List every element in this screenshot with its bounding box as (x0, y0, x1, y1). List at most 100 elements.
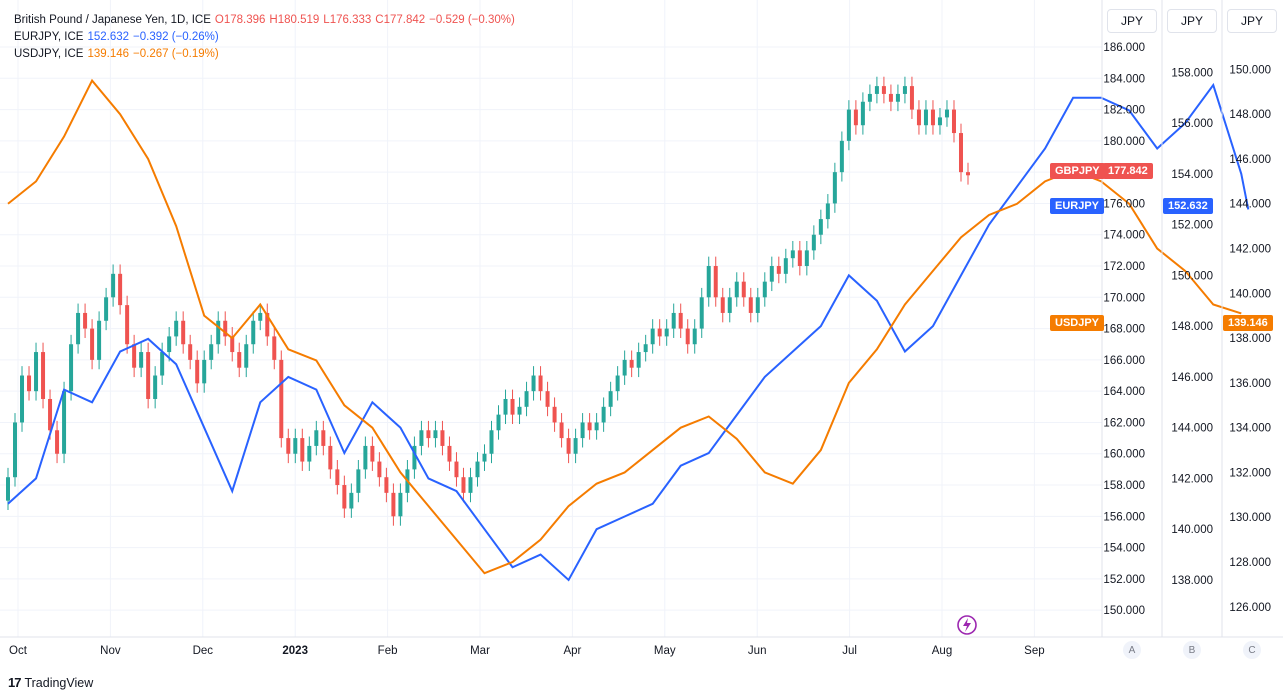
candle-body (104, 297, 109, 321)
candle-body (797, 250, 802, 267)
legend-close: C177.842 (375, 14, 426, 26)
tick-label-a: 174.000 (1103, 230, 1145, 242)
x-tick-label: May (654, 645, 676, 657)
candle-body (307, 445, 312, 462)
candle-body (335, 469, 340, 486)
candle-body (384, 477, 389, 493)
candle-body (41, 352, 46, 399)
candle-body (566, 438, 571, 454)
candle-body (643, 344, 648, 353)
candle-body (314, 430, 319, 446)
legend-low: L176.333 (323, 14, 372, 26)
candle-body (650, 328, 655, 345)
currency-button-b[interactable]: JPY (1167, 9, 1217, 33)
tick-label-c: 128.000 (1229, 557, 1271, 569)
scale-b-button[interactable]: B (1183, 641, 1201, 659)
candle-body (265, 312, 270, 337)
candle-body (545, 391, 550, 407)
x-tick-label: Sep (1024, 645, 1044, 657)
candle-body (132, 344, 137, 368)
candle-body (951, 109, 956, 134)
legend-open: O178.396 (214, 14, 266, 26)
candle-body (832, 172, 837, 204)
candle-body (860, 101, 865, 126)
tick-label-b: 158.000 (1171, 67, 1213, 79)
candle-body (538, 375, 543, 392)
currency-button-c[interactable]: JPY (1227, 9, 1277, 33)
eurjpy-price-tag: 152.632 (1163, 198, 1213, 214)
brand[interactable]: 17 TradingView (8, 675, 93, 690)
tick-label-c: 138.000 (1229, 333, 1271, 345)
legend-main: British Pound / Japanese Yen, 1D, ICE O1… (14, 12, 515, 29)
candle-body (356, 469, 361, 493)
legend-eur-change: −0.392 (−0.26%) (133, 31, 219, 43)
candle-body (76, 312, 81, 345)
tick-label-a: 156.000 (1103, 511, 1145, 523)
candle-body (867, 93, 872, 102)
axis-a-ticks: 150.000 152.000 154.000 156.000 158.000 160.0… (1103, 42, 1145, 617)
legend-usd-change: −0.267 (−0.19%) (133, 48, 219, 60)
tick-label-c: 146.000 (1229, 154, 1271, 166)
candle-body (811, 234, 816, 251)
candle-body (790, 250, 795, 259)
candle-body (83, 312, 88, 329)
candle-body (13, 422, 18, 478)
usdjpy-price-tag: 139.146 (1223, 315, 1273, 331)
scale-a-button[interactable]: A (1123, 641, 1141, 659)
legend-eur: EURJPY, ICE 152.632 −0.392 (−0.26%) (14, 29, 515, 46)
x-tick-label: Jul (842, 645, 857, 657)
tick-label-a: 176.000 (1103, 198, 1145, 210)
candle-body (846, 109, 851, 141)
candle-body (573, 438, 578, 454)
legend-usd-symbol[interactable]: USDJPY, ICE (14, 48, 84, 60)
candle-body (55, 430, 60, 454)
candle-body (629, 359, 634, 368)
x-tick-label: Mar (470, 645, 490, 657)
tick-label-c: 126.000 (1229, 602, 1271, 614)
gbpjpy-candles (6, 76, 970, 526)
candle-body (657, 328, 662, 337)
tick-label-c: 140.000 (1229, 288, 1271, 300)
gbpjpy-name-tag: GBPJPY (1050, 163, 1105, 179)
candle-body (209, 344, 214, 360)
candle-body (489, 430, 494, 454)
tick-label-a: 172.000 (1103, 261, 1145, 273)
candle-body (699, 297, 704, 329)
tick-label-b: 144.000 (1171, 423, 1213, 435)
scale-c-button[interactable]: C (1243, 641, 1261, 659)
candle-body (503, 398, 508, 415)
candle-body (804, 250, 809, 267)
candle-body (944, 109, 949, 118)
candle-body (125, 305, 130, 345)
legend-usd-price: 139.146 (87, 48, 130, 60)
candle-body (216, 320, 221, 345)
candle-body (594, 422, 599, 431)
candle-body (426, 430, 431, 439)
candle-body (97, 320, 102, 360)
candle-body (419, 430, 424, 446)
tick-label-c: 150.000 (1229, 64, 1271, 76)
candle-body (6, 477, 10, 501)
lightning-icon[interactable] (957, 615, 977, 635)
candle-body (391, 492, 396, 517)
eurjpy-name-tag: EURJPY (1050, 198, 1105, 214)
candle-body (923, 109, 928, 126)
legend-main-symbol[interactable]: British Pound / Japanese Yen, 1D, ICE (14, 14, 211, 26)
currency-button-a[interactable]: JPY (1107, 9, 1157, 33)
candle-body (888, 93, 893, 102)
x-tick-label: Jun (748, 645, 767, 657)
tick-label-b: 148.000 (1171, 321, 1213, 333)
tick-label-c: 142.000 (1229, 244, 1271, 256)
candle-body (328, 445, 333, 470)
candle-body (34, 352, 39, 392)
candle-body (230, 336, 235, 353)
candle-body (734, 281, 739, 298)
tick-label-a: 166.000 (1103, 355, 1145, 367)
legend-eur-symbol[interactable]: EURJPY, ICE (14, 31, 84, 43)
candle-body (286, 438, 291, 454)
candle-body (839, 140, 844, 173)
candle-body (685, 328, 690, 345)
candle-body (468, 477, 473, 493)
candle-body (160, 352, 165, 376)
